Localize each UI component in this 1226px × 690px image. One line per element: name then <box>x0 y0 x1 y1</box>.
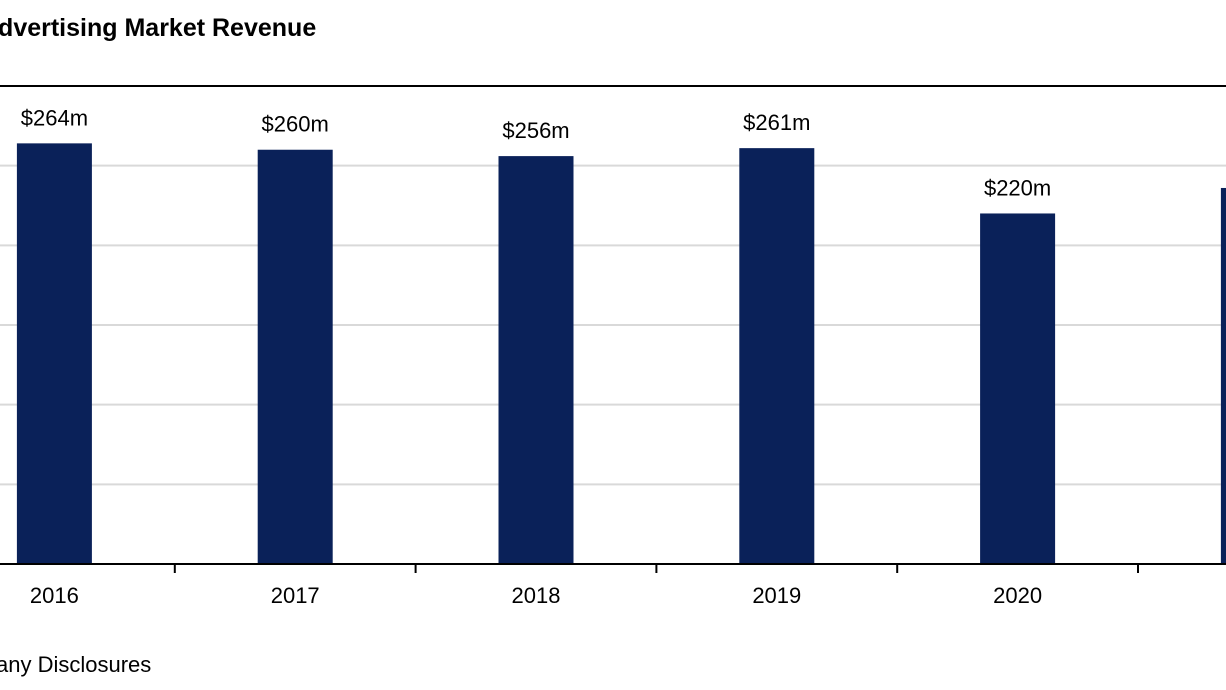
data-label: $220m <box>984 175 1051 200</box>
x-tick-label: 2018 <box>512 583 561 608</box>
x-tick-label: 2016 <box>30 583 79 608</box>
data-label: $264m <box>21 105 88 130</box>
bar <box>980 213 1056 564</box>
gridlines <box>0 85 1226 486</box>
bars <box>16 143 1226 565</box>
data-labels: $264m$260m$256m$261m$220m$ <box>21 105 1051 200</box>
bar <box>739 148 815 564</box>
bar <box>16 143 92 565</box>
chart-title: Advertising Market Revenue <box>0 14 317 42</box>
x-tick-label: 2020 <box>993 583 1042 608</box>
bar <box>1220 187 1226 564</box>
data-label: $261m <box>743 110 810 135</box>
x-tick-label: 2017 <box>271 583 320 608</box>
bar <box>257 149 333 564</box>
bar <box>498 156 574 564</box>
data-label: $260m <box>262 112 329 137</box>
x-axis: 201620172018201920202 <box>0 563 1226 608</box>
data-label: $256m <box>502 118 569 143</box>
source-note: any Disclosures <box>0 652 152 677</box>
x-tick-label: 2019 <box>752 583 801 608</box>
